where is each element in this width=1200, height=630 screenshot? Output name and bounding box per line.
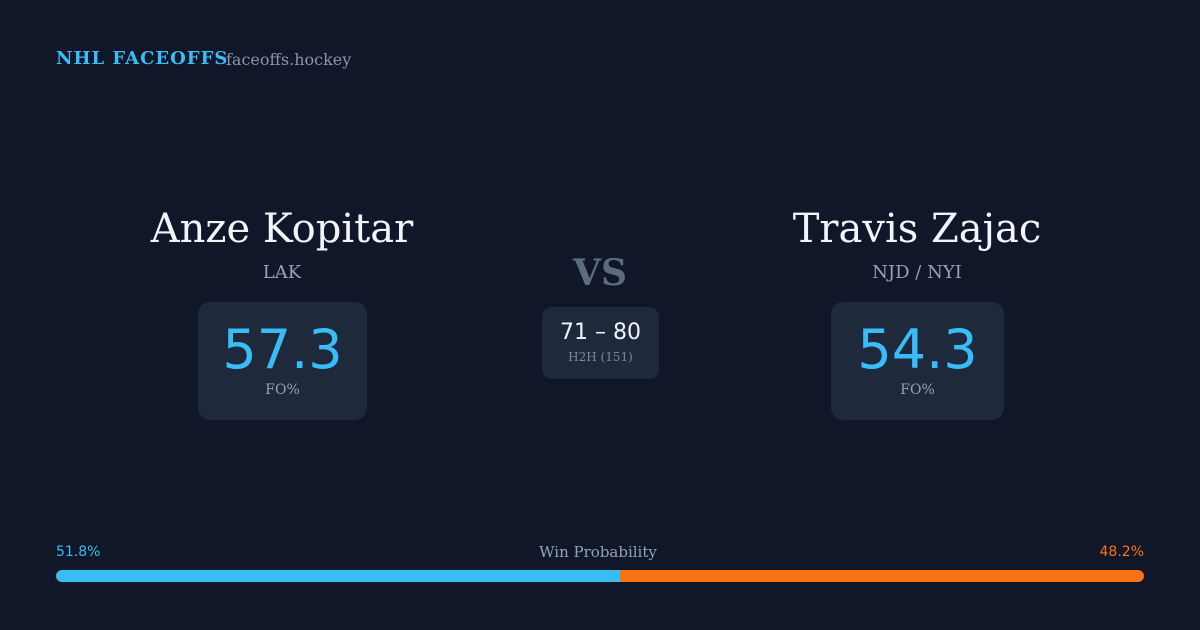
win-prob-title: Win Probability xyxy=(539,543,657,561)
win-prob-bar xyxy=(56,570,1144,582)
win-prob-right: 48.2% xyxy=(1099,544,1144,560)
h2h-card: 71 – 80 H2H (151) xyxy=(542,307,659,379)
vs: VS xyxy=(573,252,627,294)
player-name: Anze Kopitar xyxy=(150,206,414,252)
win-prob-segment xyxy=(619,570,1144,582)
stat-card: 57.3 FO% xyxy=(198,302,367,420)
stat-card: 54.3 FO% xyxy=(831,302,1004,420)
win-prob-segment xyxy=(56,570,620,582)
win-prob-left: 51.8% xyxy=(56,544,101,560)
fo-label: FO% xyxy=(265,382,300,398)
site: faceoffs.hockey xyxy=(226,50,352,69)
brand: NHL FACEOFFS xyxy=(56,48,229,69)
fo-pct: 54.3 xyxy=(857,318,978,381)
h2h-score: 71 – 80 xyxy=(560,320,641,345)
player-team: NJD / NYI xyxy=(872,262,962,283)
fo-pct: 57.3 xyxy=(222,318,343,381)
player-name: Travis Zajac xyxy=(792,206,1042,252)
fo-label: FO% xyxy=(900,382,935,398)
player-team: LAK xyxy=(262,262,302,283)
h2h-label: H2H (151) xyxy=(568,350,633,364)
